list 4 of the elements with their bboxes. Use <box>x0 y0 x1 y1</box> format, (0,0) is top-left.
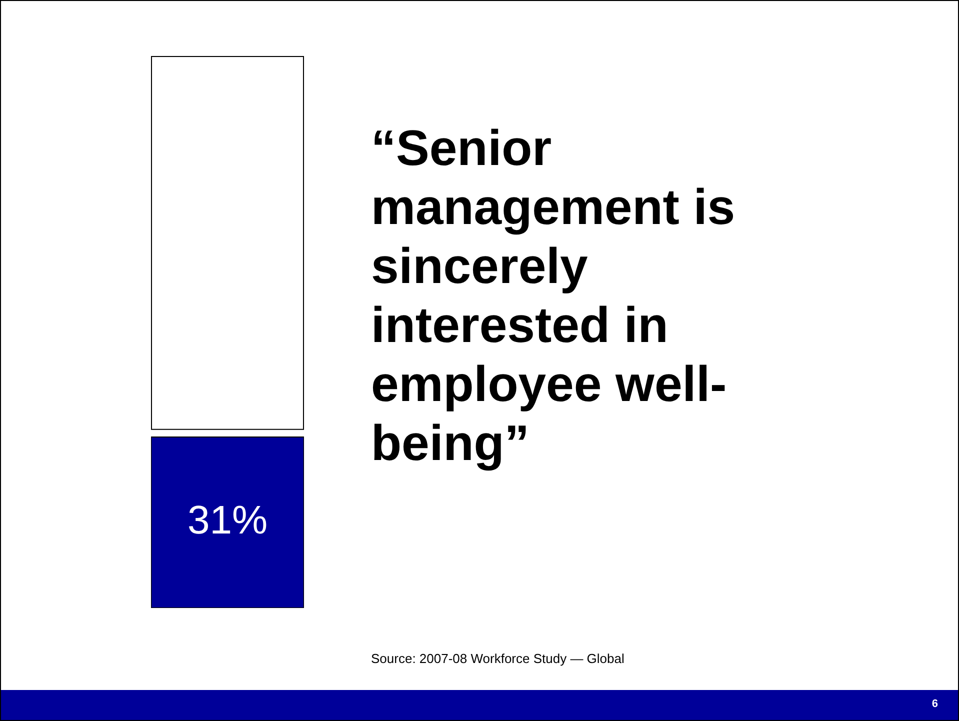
text: “Senior management is sincerely interested in employee well-being” <box>371 119 736 473</box>
text: 6 <box>932 698 938 710</box>
data-label: 31% <box>187 498 268 542</box>
source-note: Source: 2007-08 Workforce Study — Global <box>371 651 624 666</box>
